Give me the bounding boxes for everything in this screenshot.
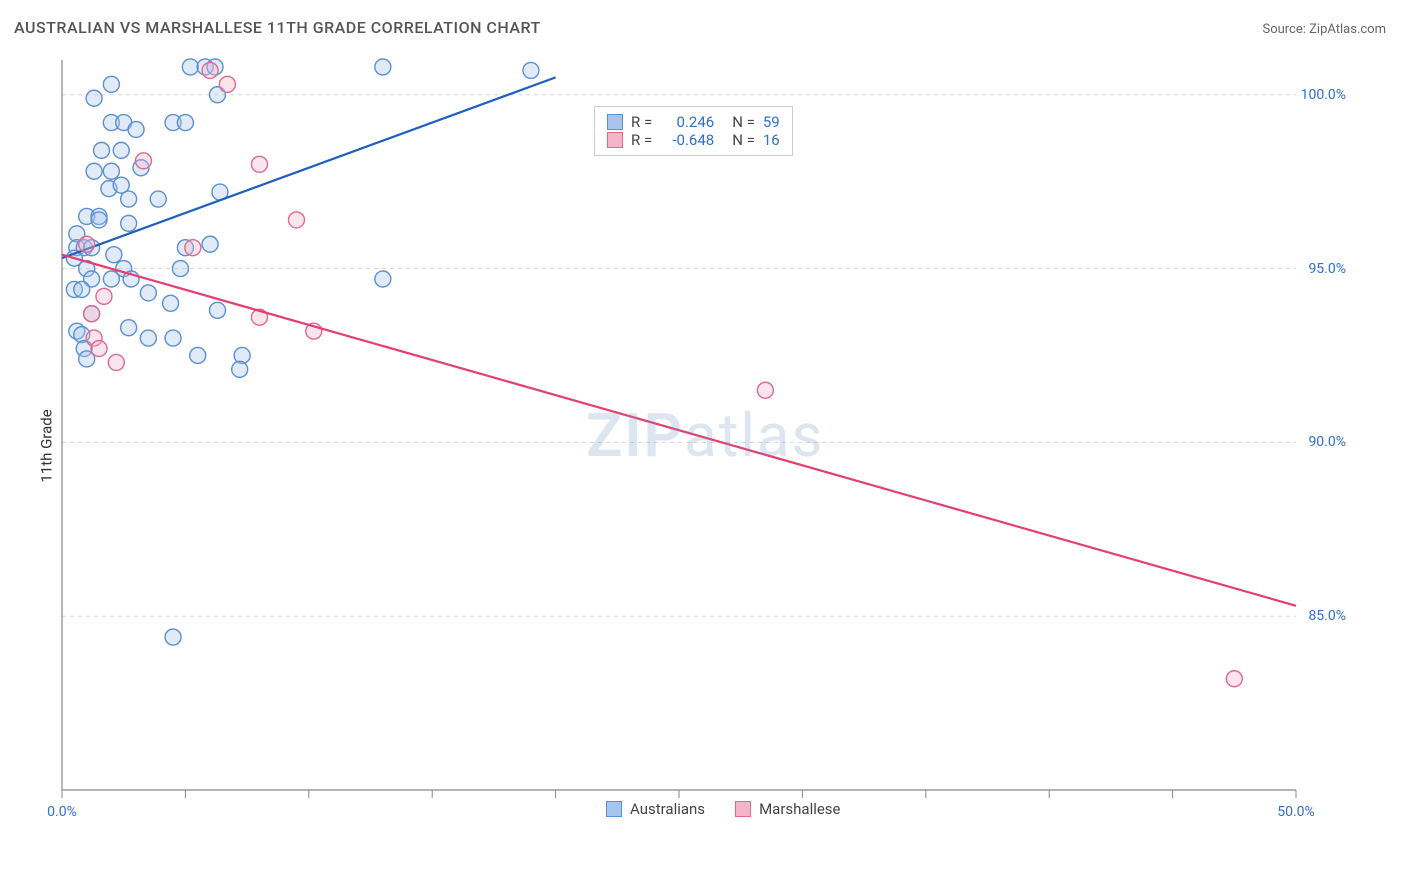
- y-tick-label: 85.0%: [1308, 608, 1346, 624]
- x-tick-label: 0.0%: [47, 804, 77, 820]
- legend-swatch-icon: [606, 801, 622, 817]
- legend-item: Marshallese: [735, 800, 840, 818]
- n-label: N =: [732, 113, 755, 131]
- legend-swatch-icon: [735, 801, 751, 817]
- plot-area: ZIPatlas R =0.246N =59R =-0.648N =16 Aus…: [46, 50, 1356, 820]
- x-tick-label: 50.0%: [1277, 804, 1315, 820]
- r-value: 0.246: [660, 113, 714, 131]
- chart-legend: Australians Marshallese: [606, 800, 841, 818]
- correlation-stats-box: R = 0.246 N = 59 R = -0.648 N = 16: [594, 106, 793, 156]
- series-swatch-icon: [607, 132, 623, 148]
- legend-label: Australians: [630, 800, 705, 818]
- scatter-plot-svg: [46, 50, 1356, 820]
- y-tick-label: 95.0%: [1308, 261, 1346, 277]
- r-label: R =: [631, 131, 652, 149]
- n-label: N =: [732, 131, 755, 149]
- stats-row: R = -0.648 N = 16: [607, 131, 780, 149]
- source-attribution: Source: ZipAtlas.com: [1262, 22, 1386, 37]
- chart-title: AUSTRALIAN VS MARSHALLESE 11TH GRADE COR…: [14, 18, 541, 37]
- y-tick-label: 100.0%: [1301, 87, 1346, 103]
- chart-container: AUSTRALIAN VS MARSHALLESE 11TH GRADE COR…: [0, 0, 1406, 892]
- n-value: 59: [763, 113, 780, 131]
- legend-item: Australians: [606, 800, 705, 818]
- r-value: -0.648: [660, 131, 714, 149]
- y-tick-label: 90.0%: [1308, 434, 1346, 450]
- series-swatch-icon: [607, 114, 623, 130]
- n-value: 16: [763, 131, 780, 149]
- stats-row: R = 0.246 N = 59: [607, 113, 780, 131]
- legend-label: Marshallese: [759, 800, 840, 818]
- r-label: R =: [631, 113, 652, 131]
